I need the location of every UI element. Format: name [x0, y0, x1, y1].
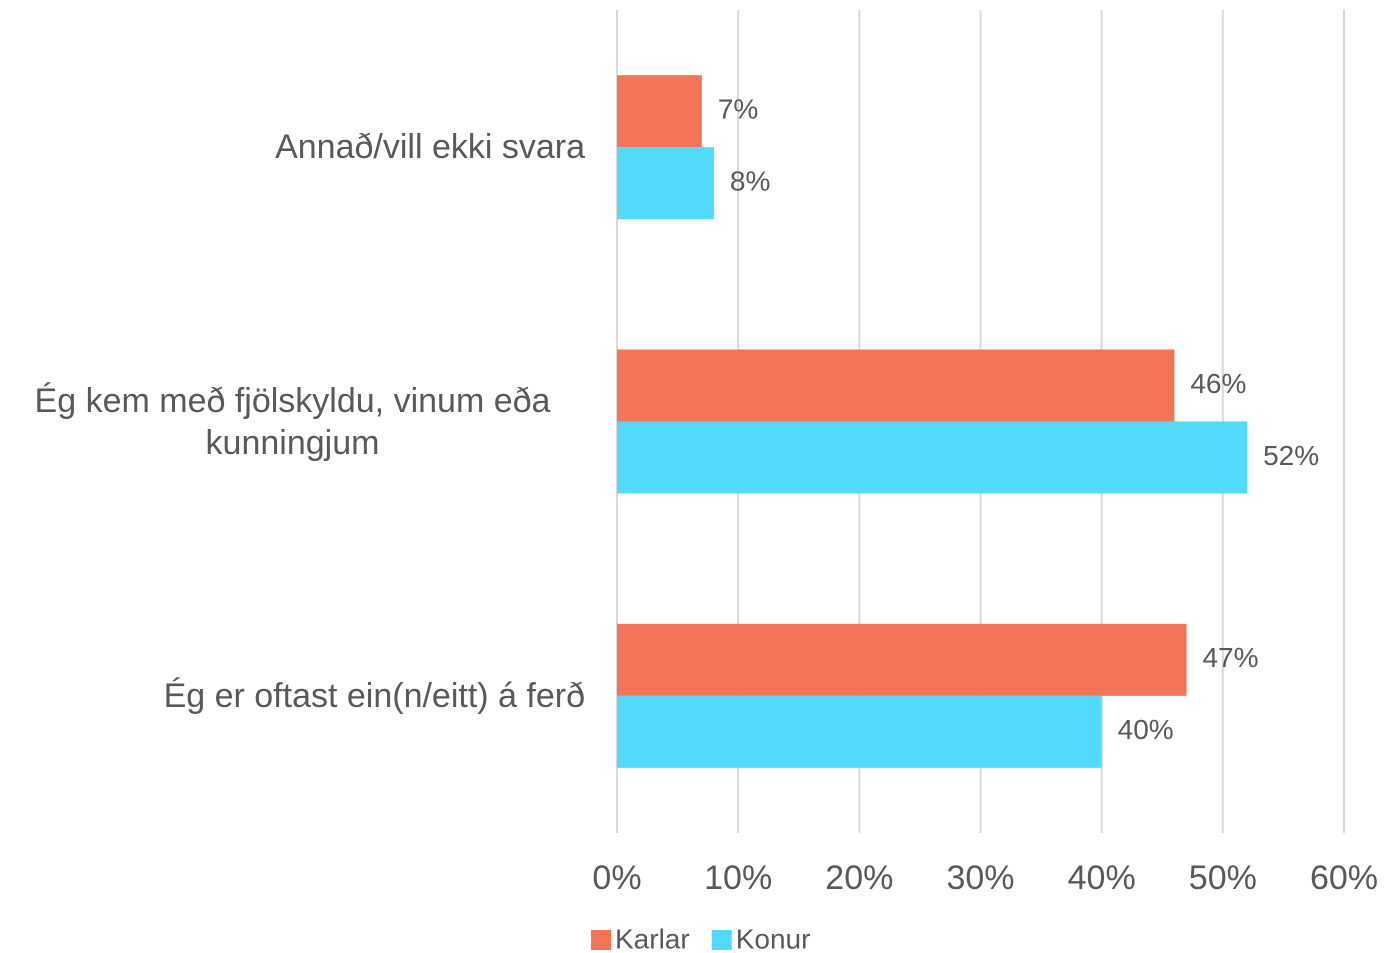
x-tick-label: 10% — [704, 859, 772, 897]
data-label: 7% — [718, 94, 758, 125]
bar — [617, 349, 1175, 422]
x-tick-label: 40% — [1068, 859, 1136, 897]
data-label: 47% — [1202, 642, 1258, 673]
x-tick-label: 20% — [825, 859, 893, 897]
legend-label: Konur — [736, 923, 811, 953]
bar — [617, 623, 1187, 696]
category-text: Ég kem með fjölskyldu, vinum eða kunning… — [34, 381, 551, 462]
category-text: Ég er oftast ein(n/eitt) á ferð — [163, 676, 585, 715]
legend-label: Karlar — [615, 923, 690, 953]
category-label: Ég kem með fjölskyldu, vinum eða kunning… — [0, 380, 585, 464]
category-text: Annað/vill ekki svara — [275, 128, 585, 167]
x-tick-label: 50% — [1189, 859, 1257, 897]
bar — [617, 147, 714, 220]
data-label: 46% — [1190, 368, 1246, 399]
legend-swatch — [711, 930, 732, 950]
legend-swatch — [591, 930, 611, 950]
data-label: 52% — [1263, 440, 1319, 471]
category-label: Ég er oftast ein(n/eitt) á ferð — [0, 675, 585, 717]
x-tick-label: 60% — [1310, 859, 1378, 897]
bar — [617, 695, 1102, 768]
data-label: 40% — [1118, 714, 1174, 745]
bar — [617, 421, 1248, 494]
x-tick-label: 30% — [946, 859, 1014, 897]
category-label: Annað/vill ekki svara — [0, 126, 585, 168]
x-tick-label: 0% — [592, 859, 641, 897]
data-label: 8% — [730, 166, 770, 197]
bar — [617, 75, 702, 148]
